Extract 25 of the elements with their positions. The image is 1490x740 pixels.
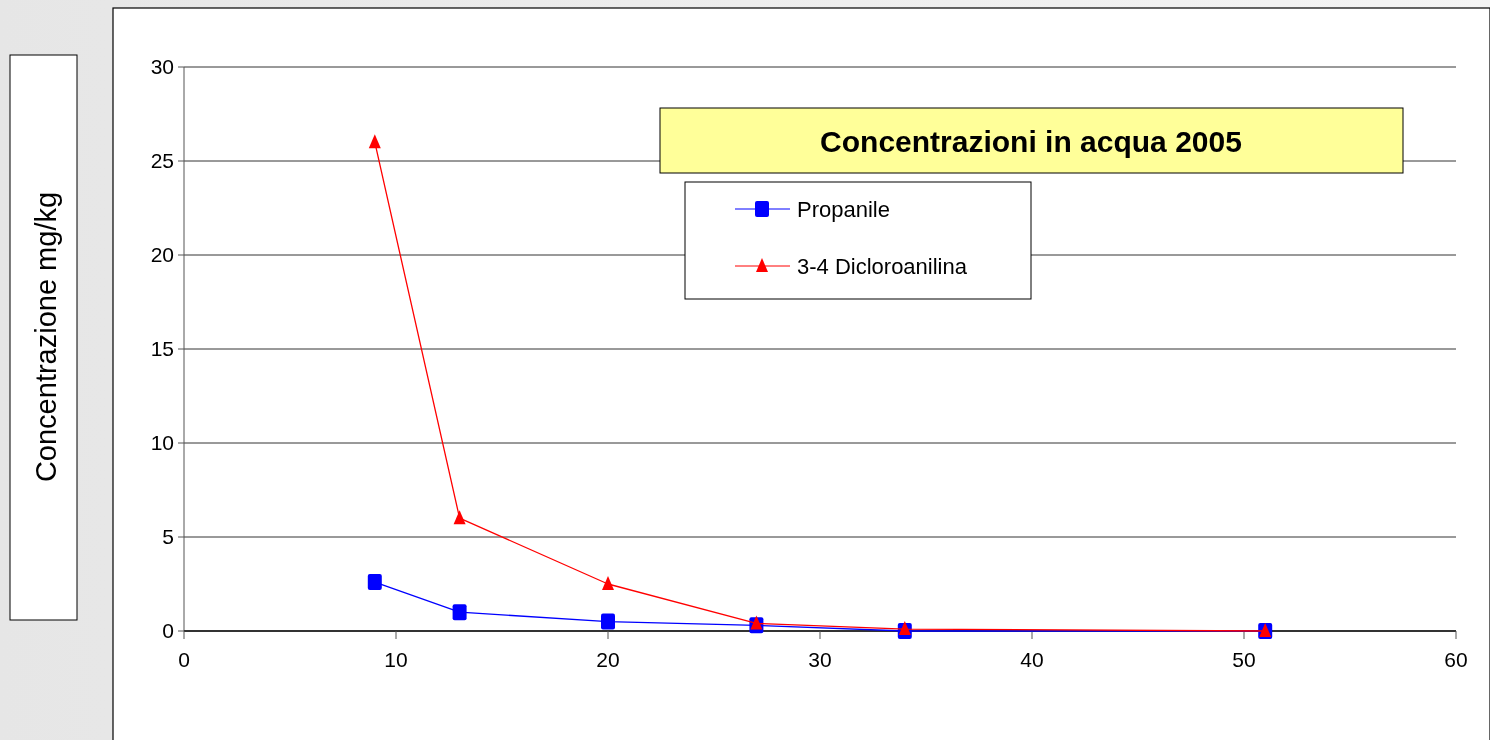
legend-label: 3-4 Dicloroanilina	[797, 253, 968, 279]
y-tick-label: 10	[150, 431, 174, 455]
y-tick-label: 0	[162, 619, 174, 643]
x-tick-label: 10	[384, 648, 408, 671]
point	[367, 574, 382, 591]
y-tick-label: 5	[162, 525, 174, 549]
text: Concentrazioni in acqua 2005	[820, 124, 1242, 158]
x-tick-label: 60	[1444, 648, 1468, 671]
point	[750, 615, 763, 630]
y-tick-label: 30	[150, 55, 174, 79]
point	[453, 510, 466, 525]
point	[368, 134, 381, 149]
point	[452, 604, 467, 621]
x-tick-label: 20	[596, 648, 620, 671]
point	[602, 576, 614, 590]
y-tick-label: 20	[150, 243, 174, 267]
x-tick-label: 50	[1232, 648, 1256, 671]
x-tick-label: 0	[178, 648, 190, 671]
legend-label: Propanile	[797, 196, 890, 222]
x-tick-label: 40	[1020, 648, 1044, 671]
point	[601, 613, 615, 630]
y-axis-title: Concentrazione mg/kg	[30, 191, 62, 483]
x-tick-label: 30	[808, 648, 832, 671]
y-tick-label: 15	[150, 337, 174, 361]
y-tick-label: 25	[150, 149, 174, 173]
